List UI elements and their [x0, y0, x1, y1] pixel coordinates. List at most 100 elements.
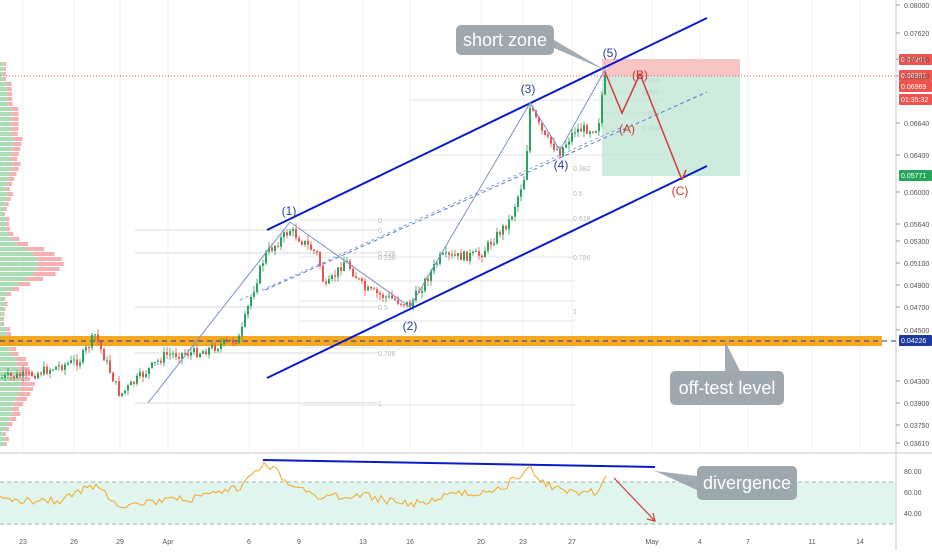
date-tick: 13: [359, 539, 367, 546]
volume-bar: [0, 442, 5, 446]
volume-bar: [0, 312, 3, 316]
rsi-tick: 80.00: [904, 469, 922, 476]
candle-layer: [1, 70, 606, 398]
price-tick: 0.07260: [904, 57, 929, 64]
volume-bar: [0, 417, 10, 421]
volume-bar: [16, 242, 29, 246]
date-tick: 6: [247, 539, 251, 546]
candle-body: [118, 381, 120, 396]
wave-label: (A): [619, 122, 635, 136]
price-label: 0.05771: [901, 173, 926, 180]
candle-body: [322, 265, 324, 282]
candle-body: [97, 334, 99, 342]
candle-body: [226, 339, 228, 341]
candle-body: [298, 237, 300, 242]
candle-body: [157, 360, 159, 362]
fib-label: 0.236: [378, 251, 396, 258]
channel-upper-line: [266, 17, 708, 231]
price-tick: 0.08000: [904, 3, 929, 10]
candle-body: [340, 267, 342, 271]
volume-bar: [9, 347, 17, 351]
volume-bar: [6, 327, 11, 331]
volume-profile: [0, 62, 64, 446]
candle-body: [439, 253, 441, 264]
price-label-box: [899, 170, 932, 181]
volume-bar: [5, 427, 10, 431]
volume-bar: [0, 362, 17, 366]
volume-bar: [0, 277, 26, 281]
support-layer: [0, 336, 896, 346]
candle-body: [409, 301, 411, 308]
volume-bar: [11, 117, 19, 121]
volume-bar: [20, 382, 35, 386]
axis-layer: 0.08000 0.07620 0.07260 0.06960 0.06640 0.064…: [19, 3, 929, 546]
candle-body: [529, 107, 531, 152]
wave-label: (2): [403, 319, 418, 333]
candle-body: [400, 303, 402, 305]
volume-bar: [7, 87, 12, 91]
volume-bar: [3, 432, 7, 436]
candle-body: [127, 385, 129, 391]
volume-bar: [2, 322, 5, 326]
candle-body: [79, 362, 81, 366]
date-tick: 14: [856, 539, 864, 546]
candle-body: [40, 373, 42, 375]
candle-body: [352, 268, 354, 277]
volume-bar: [18, 377, 31, 381]
candle-body: [325, 281, 327, 284]
volume-bar: [8, 232, 14, 236]
volume-bar: [13, 402, 24, 406]
candle-body: [4, 374, 6, 378]
price-tick: 0.03900: [904, 401, 929, 408]
volume-bar: [18, 392, 31, 396]
candle-body: [364, 281, 366, 291]
candle-body: [367, 286, 369, 291]
volume-bar: [3, 77, 6, 81]
volume-bar: [0, 282, 19, 286]
candle-body: [502, 225, 504, 235]
candle-body: [457, 252, 459, 256]
volume-bar: [0, 142, 13, 146]
volume-bar: [3, 297, 6, 301]
candle-body: [442, 253, 444, 255]
candle-body: [175, 353, 177, 357]
candle-body: [355, 276, 357, 279]
candle-body: [76, 359, 78, 366]
candle-body: [565, 144, 567, 148]
candle-body: [427, 278, 429, 281]
candle-body: [283, 232, 285, 238]
candle-body: [304, 240, 306, 245]
candle-body: [496, 231, 498, 244]
candle-body: [310, 244, 312, 250]
volume-bar: [0, 382, 21, 386]
volume-bar: [7, 192, 13, 196]
volume-bar: [16, 362, 29, 366]
fib-label: 0.5: [573, 191, 583, 198]
candle-body: [424, 278, 426, 291]
volume-bar: [0, 197, 7, 201]
volume-bar: [8, 177, 15, 181]
candle-body: [184, 352, 186, 354]
candle-body: [52, 369, 54, 371]
volume-bar: [0, 62, 4, 66]
price-label-box: [899, 54, 932, 65]
candle-body: [112, 372, 114, 382]
volume-bar: [11, 152, 19, 156]
candle-body: [265, 251, 267, 264]
candle-body: [133, 381, 135, 384]
candle-body: [394, 298, 396, 300]
price-tick: 0.06960: [904, 74, 929, 81]
candle-body: [508, 219, 510, 230]
candle-body: [550, 136, 552, 144]
candle-body: [346, 261, 348, 263]
price-tick: 0.06400: [904, 153, 929, 160]
volume-bar: [0, 432, 4, 436]
volume-bar: [6, 197, 11, 201]
volume-bar: [0, 297, 4, 301]
divergence-callout-box: [697, 466, 797, 500]
date-tick: May: [645, 539, 659, 546]
candle-body: [178, 356, 180, 359]
candle-body: [559, 149, 561, 157]
price-tick: 0.04700: [904, 305, 929, 312]
